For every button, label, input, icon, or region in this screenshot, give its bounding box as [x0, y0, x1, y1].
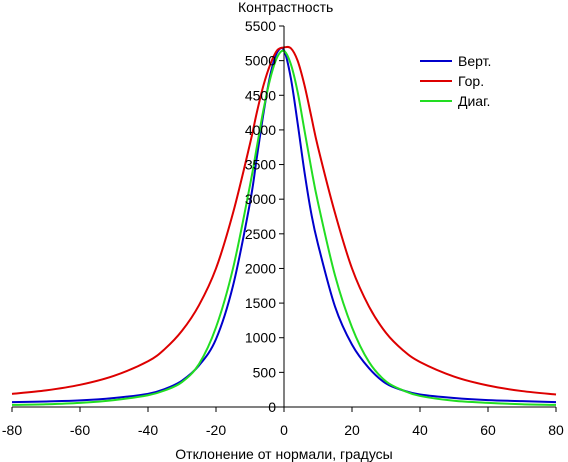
x-tick-label: 60	[480, 422, 496, 438]
legend: Верт. Гор. Диаг.	[420, 53, 491, 109]
x-tick-label: 0	[280, 422, 288, 438]
y-tick-label: 3000	[245, 191, 276, 207]
y-axis-title: Контрастность	[238, 0, 333, 15]
y-axis-ticks: 0 500 1000 1500 2000 2500 3000 3500 4000 4500 5000…	[245, 18, 284, 415]
y-tick-label: 4000	[245, 122, 276, 138]
y-tick-label: 5000	[245, 53, 276, 69]
y-tick-label: 500	[253, 364, 277, 380]
x-tick-label: -80	[2, 422, 22, 438]
y-tick-label: 1500	[245, 295, 276, 311]
x-tick-label: -40	[138, 422, 158, 438]
x-axis-ticks: -80 -60 -40 -20 0 20 40 60 80	[2, 407, 564, 438]
x-tick-label: 20	[344, 422, 360, 438]
legend-label: Гор.	[458, 73, 484, 89]
x-axis-title: Отклонение от нормали, градусы	[175, 446, 392, 462]
y-tick-label: 3500	[245, 157, 276, 173]
y-tick-label: 4500	[245, 87, 276, 103]
x-tick-label: -60	[70, 422, 90, 438]
legend-label: Диаг.	[458, 93, 490, 109]
y-tick-label: 1000	[245, 330, 276, 346]
x-tick-label: -20	[206, 422, 226, 438]
x-tick-label: 80	[548, 422, 564, 438]
y-tick-label: 5500	[245, 18, 276, 34]
y-tick-label: 2000	[245, 260, 276, 276]
y-tick-label: 0	[268, 399, 276, 415]
legend-label: Верт.	[458, 53, 491, 69]
y-tick-label: 2500	[245, 226, 276, 242]
x-tick-label: 40	[412, 422, 428, 438]
